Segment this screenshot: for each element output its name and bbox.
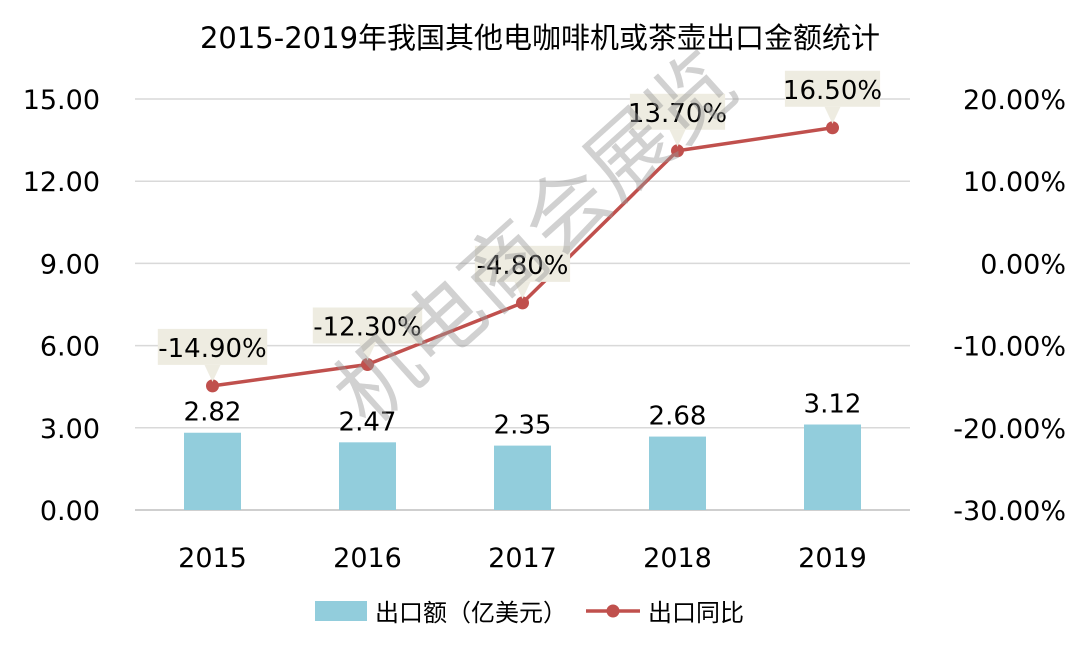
line-point bbox=[516, 296, 529, 310]
bar bbox=[494, 445, 551, 510]
callout-pointer bbox=[824, 106, 841, 124]
y-right-tick-label: -10.00% bbox=[953, 332, 1066, 363]
legend-swatch-bar bbox=[315, 601, 367, 621]
x-tick-label: 2019 bbox=[798, 543, 867, 574]
y-left-tick-label: 0.00 bbox=[40, 496, 100, 527]
bar-value-label: 2.47 bbox=[339, 407, 397, 437]
bar bbox=[339, 442, 396, 510]
bar bbox=[649, 436, 706, 510]
bar-series bbox=[184, 424, 861, 510]
line-point bbox=[361, 358, 374, 372]
line-value-label: -14.90% bbox=[158, 334, 267, 364]
legend-label-bar: 出口额（亿美元） bbox=[375, 599, 567, 627]
bar-value-label: 2.68 bbox=[649, 402, 707, 432]
legend: 出口额（亿美元） 出口同比 bbox=[315, 599, 744, 627]
x-tick-label: 2015 bbox=[178, 543, 247, 574]
x-tick-label: 2018 bbox=[643, 543, 712, 574]
callout-box bbox=[157, 328, 268, 365]
line-value-label: 16.50% bbox=[783, 76, 882, 106]
callout-box bbox=[784, 70, 881, 107]
y-right-tick-label: 10.00% bbox=[963, 167, 1066, 198]
legend-label-line: 出口同比 bbox=[648, 599, 744, 627]
line-value-label: -12.30% bbox=[313, 313, 422, 343]
y-right-tick-label: -30.00% bbox=[953, 496, 1066, 527]
y-right-tick-label: 20.00% bbox=[963, 85, 1066, 116]
axes: 0.00 3.00 6.00 9.00 12.00 15.00 -30.00% -20.00%… bbox=[23, 85, 1066, 574]
watermark-text: 机电商会展览 bbox=[316, 33, 756, 443]
line-value-label: 13.70% bbox=[628, 99, 727, 129]
line-value-label: -4.80% bbox=[477, 251, 569, 281]
line-point bbox=[206, 379, 219, 393]
y-left-tick-label: 3.00 bbox=[40, 414, 100, 445]
y-right-tick-label: 0.00% bbox=[980, 249, 1066, 280]
callout-pointer bbox=[359, 343, 376, 361]
callout-box bbox=[312, 307, 423, 344]
x-tick-label: 2016 bbox=[333, 543, 402, 574]
bar-value-label: 3.12 bbox=[804, 390, 862, 420]
callout-box bbox=[629, 93, 726, 130]
line-series bbox=[206, 121, 839, 393]
y-left-tick-label: 15.00 bbox=[23, 85, 100, 116]
callout-pointer bbox=[204, 364, 221, 382]
callout-pointer bbox=[514, 281, 531, 299]
y-left-tick-label: 6.00 bbox=[40, 332, 100, 363]
data-labels: 2.82 2.47 2.35 2.68 3.12 -14.90% -12.30% -4.80%… bbox=[157, 70, 882, 441]
y-right-tick-label: -20.00% bbox=[953, 414, 1066, 445]
bar-value-label: 2.82 bbox=[184, 398, 242, 428]
bar bbox=[804, 424, 861, 510]
x-tick-label: 2017 bbox=[488, 543, 557, 574]
line-point bbox=[826, 121, 839, 135]
line-point bbox=[671, 144, 684, 158]
bar-value-label: 2.35 bbox=[494, 411, 552, 441]
y-left-tick-label: 12.00 bbox=[23, 167, 100, 198]
callout-box bbox=[474, 245, 571, 282]
callout-pointer bbox=[669, 129, 686, 147]
legend-swatch-marker bbox=[606, 604, 620, 618]
y-left-tick-label: 9.00 bbox=[40, 249, 100, 280]
chart-title: 2015-2019年我国其他电咖啡机或茶壶出口金额统计 bbox=[200, 21, 880, 55]
bar bbox=[184, 432, 241, 510]
